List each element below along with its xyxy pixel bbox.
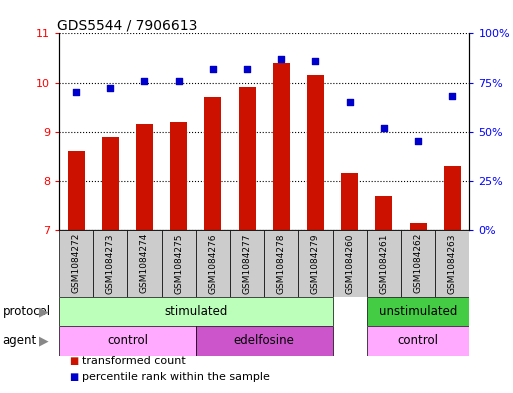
Text: GSM1084262: GSM1084262 bbox=[413, 233, 423, 294]
Bar bbox=[127, 230, 162, 297]
Text: GSM1084276: GSM1084276 bbox=[208, 233, 218, 294]
Text: GSM1084275: GSM1084275 bbox=[174, 233, 183, 294]
Text: ▶: ▶ bbox=[39, 334, 48, 347]
Bar bbox=[170, 122, 187, 230]
Point bbox=[106, 85, 114, 92]
Bar bbox=[367, 230, 401, 297]
Point bbox=[448, 93, 457, 99]
Point bbox=[209, 66, 217, 72]
Bar bbox=[367, 326, 469, 356]
Point bbox=[346, 99, 354, 105]
Text: GSM1084263: GSM1084263 bbox=[448, 233, 457, 294]
Text: GSM1084272: GSM1084272 bbox=[72, 233, 81, 294]
Point bbox=[277, 56, 285, 62]
Bar bbox=[102, 136, 119, 230]
Bar bbox=[435, 230, 469, 297]
Point bbox=[414, 138, 422, 145]
Point bbox=[174, 77, 183, 84]
Text: GSM1084278: GSM1084278 bbox=[277, 233, 286, 294]
Bar bbox=[68, 151, 85, 230]
Text: unstimulated: unstimulated bbox=[379, 305, 457, 318]
Bar bbox=[401, 230, 435, 297]
Text: stimulated: stimulated bbox=[164, 305, 227, 318]
Text: GSM1084273: GSM1084273 bbox=[106, 233, 115, 294]
Bar bbox=[230, 230, 264, 297]
Bar bbox=[93, 230, 127, 297]
Point bbox=[311, 58, 320, 64]
Bar bbox=[273, 63, 290, 230]
Point bbox=[243, 66, 251, 72]
Bar bbox=[332, 230, 367, 297]
Bar bbox=[59, 230, 93, 297]
Bar bbox=[239, 87, 255, 230]
Bar bbox=[376, 195, 392, 230]
Text: ▶: ▶ bbox=[39, 305, 48, 318]
Bar bbox=[367, 297, 469, 326]
Text: GSM1084274: GSM1084274 bbox=[140, 233, 149, 294]
Text: control: control bbox=[107, 334, 148, 347]
Point bbox=[380, 125, 388, 131]
Text: percentile rank within the sample: percentile rank within the sample bbox=[82, 373, 270, 382]
Text: GDS5544 / 7906613: GDS5544 / 7906613 bbox=[57, 18, 198, 32]
Bar bbox=[196, 230, 230, 297]
Point bbox=[141, 77, 149, 84]
Text: transformed count: transformed count bbox=[82, 356, 186, 365]
Text: GSM1084279: GSM1084279 bbox=[311, 233, 320, 294]
Text: protocol: protocol bbox=[3, 305, 51, 318]
Bar bbox=[204, 97, 222, 230]
Bar bbox=[59, 326, 196, 356]
Bar bbox=[409, 222, 427, 230]
Point bbox=[72, 89, 80, 95]
Text: edelfosine: edelfosine bbox=[234, 334, 294, 347]
Bar bbox=[444, 166, 461, 230]
Text: ■: ■ bbox=[69, 356, 78, 365]
Bar bbox=[196, 326, 332, 356]
Text: GSM1084261: GSM1084261 bbox=[380, 233, 388, 294]
Text: control: control bbox=[398, 334, 439, 347]
Text: agent: agent bbox=[3, 334, 37, 347]
Bar bbox=[264, 230, 299, 297]
Bar bbox=[136, 124, 153, 230]
Bar bbox=[59, 297, 332, 326]
Bar bbox=[341, 173, 358, 230]
Text: GSM1084260: GSM1084260 bbox=[345, 233, 354, 294]
Text: GSM1084277: GSM1084277 bbox=[243, 233, 251, 294]
Bar bbox=[162, 230, 196, 297]
Bar bbox=[307, 75, 324, 230]
Text: ■: ■ bbox=[69, 373, 78, 382]
Bar bbox=[299, 230, 332, 297]
